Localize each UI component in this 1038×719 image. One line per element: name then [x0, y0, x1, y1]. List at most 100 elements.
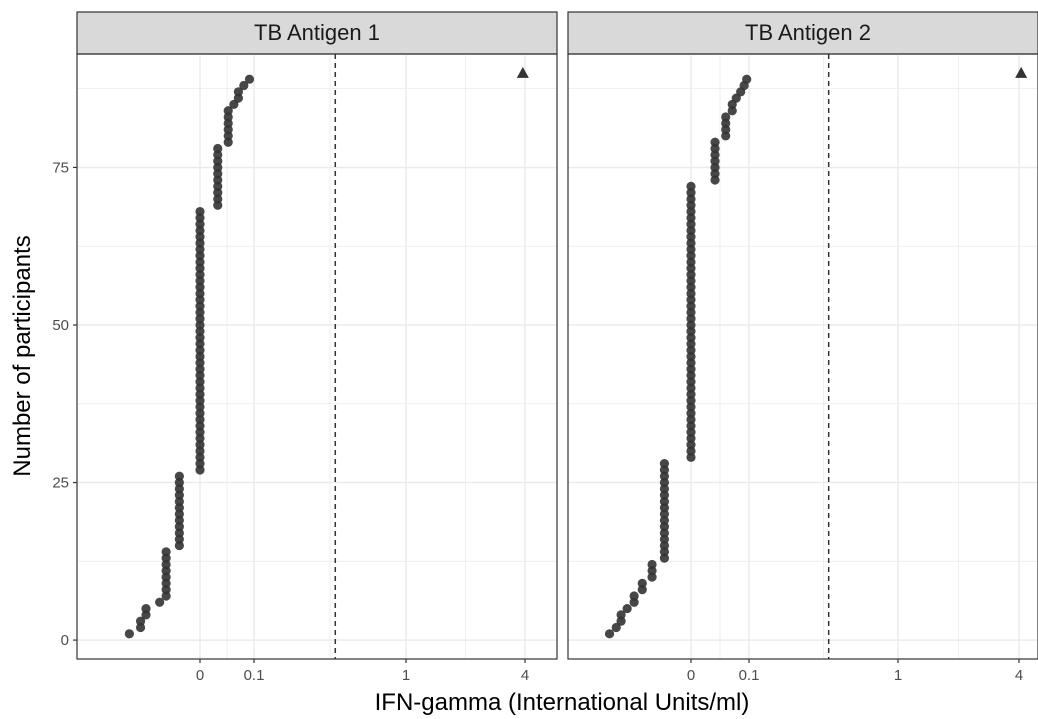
data-point	[686, 408, 696, 418]
x-ticks-panel-1: 0 0.1 1 4	[196, 659, 529, 684]
data-point	[213, 175, 223, 185]
y-tick-label: 0	[61, 632, 69, 649]
data-point	[155, 597, 165, 607]
data-point	[659, 465, 670, 475]
data-point	[161, 591, 171, 601]
data-point	[710, 156, 720, 166]
strip-label-panel-2: TB Antigen 2	[745, 20, 871, 45]
data-point	[721, 125, 731, 135]
data-point	[161, 585, 171, 595]
outlier-triangle	[1015, 66, 1028, 78]
data-point	[710, 143, 720, 154]
data-point	[174, 503, 184, 513]
data-point	[686, 244, 696, 254]
x-tick-label: 1	[402, 667, 410, 684]
data-point	[686, 364, 696, 374]
data-point	[195, 414, 205, 425]
data-point	[721, 131, 731, 141]
x-tick-label: 0.1	[244, 667, 265, 684]
data-point	[233, 87, 243, 97]
strip-panel-1	[76, 11, 558, 55]
data-point	[174, 496, 184, 507]
data-point	[659, 471, 670, 481]
data-point	[174, 509, 184, 519]
data-point	[659, 522, 670, 532]
data-point	[135, 616, 146, 626]
points-panel-2	[604, 66, 1028, 639]
data-point	[161, 572, 171, 582]
data-point	[686, 440, 696, 450]
data-point	[161, 553, 171, 563]
data-point	[686, 358, 696, 368]
data-point	[742, 74, 752, 84]
data-point	[686, 414, 696, 425]
data-point	[161, 566, 171, 576]
gridlines-panel-1	[77, 54, 557, 659]
data-point	[686, 200, 696, 210]
data-point	[686, 269, 696, 280]
x-tick-label: 4	[1015, 667, 1023, 684]
data-point	[195, 238, 205, 248]
outlier-triangle	[516, 66, 529, 78]
data-point	[686, 257, 696, 267]
data-point	[659, 515, 670, 525]
data-point	[195, 232, 205, 242]
data-point	[686, 232, 696, 242]
data-point	[223, 118, 233, 128]
data-point	[629, 597, 639, 607]
data-point	[637, 585, 647, 595]
data-point	[239, 80, 249, 91]
data-point	[647, 559, 657, 570]
data-point	[195, 251, 205, 261]
data-point	[686, 251, 696, 261]
data-point	[686, 446, 696, 456]
data-point	[174, 534, 184, 544]
x-ticks-panel-2: 0 0.1 1 4	[687, 659, 1023, 684]
data-point	[686, 181, 696, 191]
data-point	[223, 131, 233, 141]
data-point	[195, 244, 205, 254]
data-point	[659, 547, 670, 557]
gridlines-panel-2	[568, 54, 1038, 659]
data-point	[686, 351, 696, 362]
data-point	[686, 383, 696, 393]
data-point	[141, 610, 151, 620]
data-point	[686, 339, 696, 349]
data-point	[213, 188, 223, 198]
data-point	[174, 484, 184, 494]
data-point	[195, 383, 205, 393]
data-point	[659, 477, 670, 488]
data-point	[686, 377, 696, 387]
data-point	[686, 219, 696, 229]
data-point	[710, 169, 720, 179]
y-tick-label: 25	[52, 475, 69, 492]
x-tick-label: 0.1	[739, 667, 760, 684]
data-point	[686, 314, 696, 324]
data-point	[124, 629, 134, 639]
data-point	[686, 301, 696, 311]
data-point	[195, 364, 205, 374]
data-point	[659, 459, 670, 469]
data-point	[195, 433, 205, 444]
data-point	[195, 440, 205, 450]
data-point	[195, 269, 205, 280]
x-tick-label: 4	[521, 667, 529, 684]
data-point	[686, 295, 696, 305]
panel-2: TB Antigen 2 0 0.1 1 4	[567, 11, 1038, 684]
data-point	[659, 553, 670, 563]
y-tick-label: 50	[52, 317, 69, 334]
data-point	[223, 112, 233, 122]
data-point	[686, 288, 696, 299]
data-point	[710, 150, 720, 160]
data-point	[195, 377, 205, 387]
x-tick-label: 1	[894, 667, 902, 684]
data-point	[195, 257, 205, 267]
data-point	[195, 225, 205, 236]
x-tick-label: 0	[687, 667, 695, 684]
data-point	[710, 175, 720, 185]
data-point	[686, 263, 696, 273]
data-point	[223, 125, 233, 135]
data-point	[195, 263, 205, 273]
data-point	[195, 370, 205, 381]
